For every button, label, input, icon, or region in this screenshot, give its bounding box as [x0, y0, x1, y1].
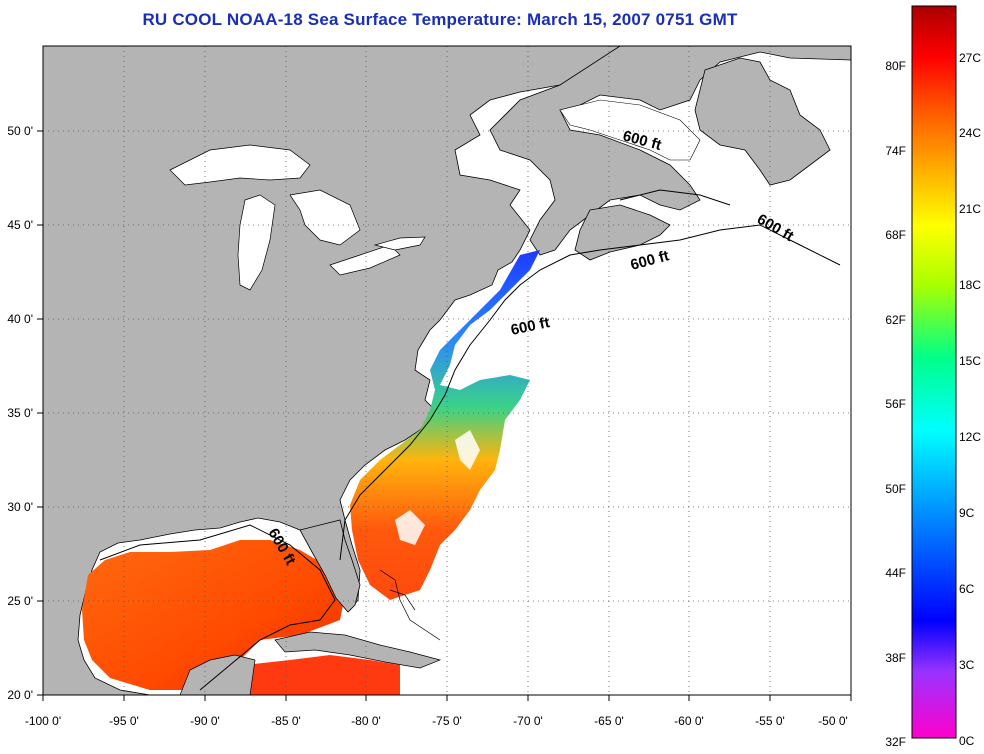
lake-michigan — [237, 194, 276, 291]
lat-tick-label: 30 0' — [7, 500, 33, 514]
lat-tick-label: 45 0' — [7, 218, 33, 232]
lat-tick-label: 35 0' — [7, 406, 33, 420]
lon-tick-label: -75 0' — [432, 714, 462, 728]
tick-marks — [37, 130, 852, 701]
lake-ontario — [373, 236, 426, 251]
caribbean-sst — [245, 655, 400, 695]
colorbar-c-label: 24C — [959, 126, 981, 140]
lon-tick-label: -50 0' — [818, 714, 848, 728]
lon-tick-label: -80 0' — [351, 714, 381, 728]
colorbar-c-label: 0C — [959, 734, 975, 748]
cloud-gap — [455, 430, 480, 470]
colorbar-c-label: 9C — [959, 506, 975, 520]
colorbar-f-label: 32F — [885, 735, 906, 749]
newfoundland-land — [694, 57, 831, 186]
lat-tick-label: 25 0' — [7, 594, 33, 608]
colorbar-f-label: 56F — [885, 397, 906, 411]
cuba-land — [274, 631, 442, 669]
north-america-land — [43, 46, 621, 695]
lon-tick-label: -95 0' — [109, 714, 139, 728]
colorbar-f-label: 68F — [885, 228, 906, 242]
colorbar-c-label: 12C — [959, 430, 981, 444]
map-grid — [43, 46, 851, 695]
colorbar-f-label: 80F — [885, 59, 906, 73]
florida-land — [299, 519, 361, 613]
lake-superior — [169, 144, 311, 186]
lon-tick-label: -60 0' — [674, 714, 704, 728]
atlantic-coastal-sst — [350, 250, 540, 600]
lon-tick-label: -70 0' — [513, 714, 543, 728]
colorbar-c-label: 3C — [959, 658, 975, 672]
lat-tick-label: 20 0' — [7, 688, 33, 702]
lon-tick-label: -90 0' — [190, 714, 220, 728]
contour-600ft — [99, 189, 841, 691]
colorbar-c-label: 21C — [959, 202, 981, 216]
gulf-of-st-lawrence — [559, 99, 701, 161]
bahamas-outline — [379, 569, 441, 641]
colorbar-c-label: 27C — [959, 51, 981, 65]
colorbar-f-label: 74F — [885, 144, 906, 158]
map-title: RU COOL NOAA-18 Sea Surface Temperature:… — [142, 10, 738, 29]
colorbar-f-label: 50F — [885, 482, 906, 496]
lake-huron — [289, 189, 361, 246]
lon-tick-label: -85 0' — [271, 714, 301, 728]
cloud-gap — [395, 510, 425, 545]
colorbar — [911, 5, 957, 739]
colorbar-f-label: 38F — [885, 651, 906, 665]
lake-erie — [329, 244, 401, 276]
colorbar-f-label: 44F — [885, 566, 906, 580]
lon-tick-label: -100 0' — [25, 714, 61, 728]
colorbar-f-label: 62F — [885, 313, 906, 327]
colorbar-c-label: 18C — [959, 278, 981, 292]
colorbar-c-label: 15C — [959, 354, 981, 368]
lat-tick-label: 40 0' — [7, 312, 33, 326]
maritimes-land — [489, 46, 851, 256]
colorbar-c-label: 6C — [959, 582, 975, 596]
lon-tick-label: -55 0' — [755, 714, 785, 728]
gulf-of-mexico-sst — [82, 540, 345, 690]
lon-tick-label: -65 0' — [594, 714, 624, 728]
lat-tick-label: 50 0' — [7, 124, 33, 138]
